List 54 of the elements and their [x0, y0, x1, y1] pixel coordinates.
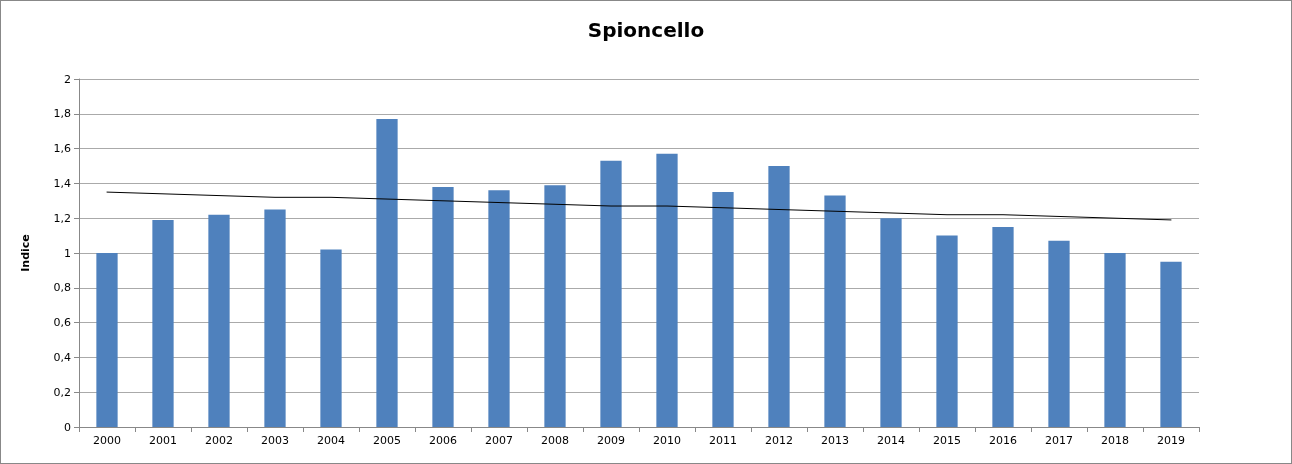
- chart-title: Spioncello: [587, 18, 705, 42]
- bar: [712, 192, 734, 427]
- x-tick-label: 2008: [541, 434, 569, 447]
- bar: [432, 186, 454, 427]
- bar: [656, 153, 678, 427]
- x-tick-label: 2003: [261, 434, 289, 447]
- bar: [320, 249, 342, 427]
- bar: [824, 195, 846, 427]
- bar: [208, 214, 230, 427]
- bar: [768, 166, 790, 427]
- bar: [880, 218, 902, 427]
- x-tick-label: 2014: [877, 434, 905, 447]
- bar: [96, 253, 118, 427]
- bar: [1160, 261, 1182, 427]
- x-tick-label: 2010: [653, 434, 681, 447]
- bar: [264, 209, 286, 427]
- y-axis-title: Indice: [19, 234, 32, 272]
- y-tick-label: 1,2: [53, 211, 71, 225]
- y-tick-label: 1: [64, 246, 71, 260]
- bar: [376, 119, 398, 427]
- x-tick-label: 2019: [1157, 434, 1185, 447]
- bar: [1048, 240, 1070, 427]
- x-tick-label: 2004: [317, 434, 345, 447]
- x-tick-label: 2013: [821, 434, 849, 447]
- x-tick-label: 2016: [989, 434, 1017, 447]
- x-tick-label: 2012: [765, 434, 793, 447]
- x-tick-label: 2006: [429, 434, 457, 447]
- bar: [600, 160, 622, 427]
- x-tick-label: 2002: [205, 434, 233, 447]
- bar: [544, 185, 566, 427]
- x-tick-label: 2005: [373, 434, 401, 447]
- y-tick-label: 1,8: [53, 107, 71, 121]
- x-tick-label: 2001: [149, 434, 177, 447]
- bar: [488, 190, 510, 427]
- line-series: [106, 191, 1172, 221]
- y-tick-label: 0,4: [53, 350, 71, 364]
- bar: [1104, 253, 1126, 427]
- y-tick-label: 0,6: [53, 316, 71, 330]
- x-tick-label: 2011: [709, 434, 737, 447]
- x-tick-label: 2018: [1101, 434, 1129, 447]
- y-tick-label: 1,6: [53, 142, 71, 156]
- bar: [992, 226, 1014, 427]
- x-tick-label: 2000: [93, 434, 121, 447]
- y-tick-label: 1,4: [53, 176, 71, 190]
- y-tick-label: 0,2: [53, 385, 71, 399]
- y-tick-label: 2: [64, 72, 71, 86]
- y-tick-label: 0: [64, 420, 71, 434]
- x-tick-label: 2007: [485, 434, 513, 447]
- y-tick-label: 0,8: [53, 281, 71, 295]
- bar: [152, 219, 174, 427]
- x-tick-label: 2009: [597, 434, 625, 447]
- bar: [936, 235, 958, 427]
- x-tick-label: 2017: [1045, 434, 1073, 447]
- x-tick-label: 2015: [933, 434, 961, 447]
